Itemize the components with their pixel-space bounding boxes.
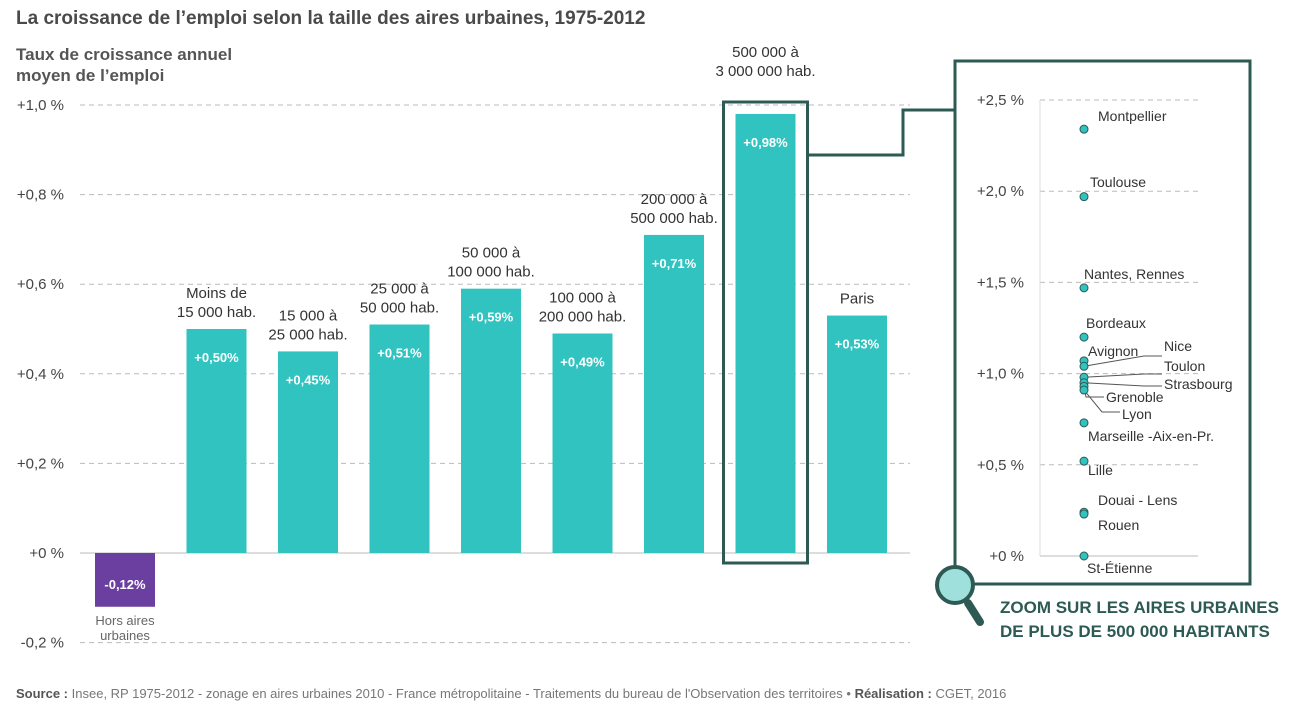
source-note: Source : Insee, RP 1975-2012 - zonage en… (16, 686, 1006, 701)
data-point (1079, 192, 1089, 202)
y-tick-label: +0 % (29, 545, 64, 562)
bar (827, 315, 887, 553)
point-label: St-Étienne (1087, 560, 1153, 576)
magnifier-handle (964, 599, 984, 626)
zoom-y-tick-label: +1,5 % (977, 274, 1024, 291)
bar-value-label: +0,50% (194, 350, 239, 365)
leader-line (1083, 355, 1162, 367)
point-label: Douai - Lens (1098, 492, 1177, 508)
y-axis-label-line: moyen de l’emploi (16, 66, 165, 85)
leader-line (1083, 373, 1162, 378)
y-tick-label: -0,2 % (21, 635, 64, 652)
point-label: Lille (1088, 462, 1113, 478)
zoom-title-line: DE PLUS DE 500 000 HABITANTS (1000, 622, 1270, 641)
zoom-y-tick-label: +1,0 % (977, 366, 1024, 383)
y-axis-label: Taux de croissance annuel moyen de l’emp… (16, 44, 276, 86)
bar (735, 113, 796, 554)
data-point (1079, 456, 1089, 466)
point-label: Montpellier (1098, 108, 1167, 124)
bar-value-label: +0,98% (743, 135, 788, 150)
category-label: 15 000 à (279, 307, 338, 324)
bar-value-label: +0,71% (652, 256, 697, 271)
data-point (1079, 385, 1089, 395)
data-point (1079, 124, 1089, 134)
point-label: Nice (1164, 338, 1192, 354)
point-label: Strasbourg (1164, 376, 1232, 392)
category-label: Hors aires (95, 613, 155, 628)
category-label: 500 000 à (732, 44, 799, 61)
bar-value-label: +0,59% (469, 310, 514, 325)
category-label: 200 000 à (641, 191, 708, 208)
point-label: Rouen (1098, 517, 1139, 533)
bar (278, 351, 338, 553)
data-point (1079, 283, 1089, 293)
bar (552, 333, 613, 553)
y-tick-label: +0,6 % (17, 276, 64, 293)
y-tick-label: +1,0 % (17, 97, 64, 114)
point-label: Toulouse (1090, 174, 1146, 190)
page-title: La croissance de l’emploi selon la taill… (16, 8, 646, 29)
point-label: Grenoble (1106, 389, 1164, 405)
category-label: urbaines (100, 628, 150, 643)
source-text: Insee, RP 1975-2012 - zonage en aires ur… (71, 686, 851, 701)
category-label: 50 000 à (462, 245, 521, 262)
zoom-y-tick-label: +2,5 % (977, 92, 1024, 109)
point-label: Bordeaux (1086, 315, 1146, 331)
category-label: Paris (840, 291, 874, 308)
bar (369, 324, 430, 553)
zoom-y-tick-label: +2,0 % (977, 183, 1024, 200)
category-label: Moins de (186, 285, 247, 302)
bar (186, 329, 247, 553)
category-label: 50 000 hab. (360, 300, 439, 317)
zoom-y-tick-label: +0,5 % (977, 457, 1024, 474)
bar-value-label: -0,12% (104, 577, 146, 592)
category-label: 200 000 hab. (539, 308, 627, 325)
category-label: 3 000 000 hab. (715, 63, 815, 80)
data-point (1079, 361, 1089, 371)
magnifier-icon (935, 565, 975, 605)
highlight-frame (722, 100, 809, 565)
source-label: Source : (16, 686, 69, 701)
data-point (1079, 551, 1089, 561)
zoom-y-tick-label: +0 % (989, 548, 1024, 565)
bar (644, 234, 704, 554)
point-label: Lyon (1122, 406, 1152, 422)
point-label: Toulon (1164, 358, 1205, 374)
category-label: 25 000 à (370, 281, 429, 298)
zoom-title-line: ZOOM SUR LES AIRES URBAINES (1000, 598, 1279, 617)
data-point (1079, 418, 1089, 428)
point-label: Marseille -Aix-en-Pr. (1088, 428, 1214, 444)
y-axis-label-line: Taux de croissance annuel (16, 45, 233, 64)
category-label: 100 000 à (549, 289, 616, 306)
category-label: 15 000 hab. (177, 304, 256, 321)
bar-value-label: +0,49% (560, 354, 605, 369)
bar (461, 288, 521, 553)
leader-line (1083, 389, 1120, 413)
category-label: 500 000 hab. (630, 210, 718, 227)
bar-value-label: +0,53% (835, 337, 880, 352)
bar (95, 553, 155, 607)
category-label: 25 000 hab. (268, 326, 347, 343)
bar-value-label: +0,51% (377, 346, 422, 361)
zoom-title: ZOOM SUR LES AIRES URBAINES DE PLUS DE 5… (1000, 596, 1279, 644)
category-label: 100 000 hab. (447, 264, 535, 281)
y-tick-label: +0,2 % (17, 455, 64, 472)
point-label: Avignon (1088, 343, 1138, 359)
leader-line (1083, 382, 1162, 387)
bar-value-label: +0,45% (286, 372, 331, 387)
zoom-panel-frame (953, 59, 1252, 586)
y-tick-label: +0,4 % (17, 366, 64, 383)
credit-label: Réalisation : (854, 686, 932, 701)
credit-text: CGET, 2016 (935, 686, 1007, 701)
data-point (1079, 509, 1089, 519)
data-point (1079, 332, 1089, 342)
y-tick-label: +0,8 % (17, 187, 64, 204)
point-label: Nantes, Rennes (1084, 266, 1184, 282)
zoom-connector (807, 108, 955, 157)
